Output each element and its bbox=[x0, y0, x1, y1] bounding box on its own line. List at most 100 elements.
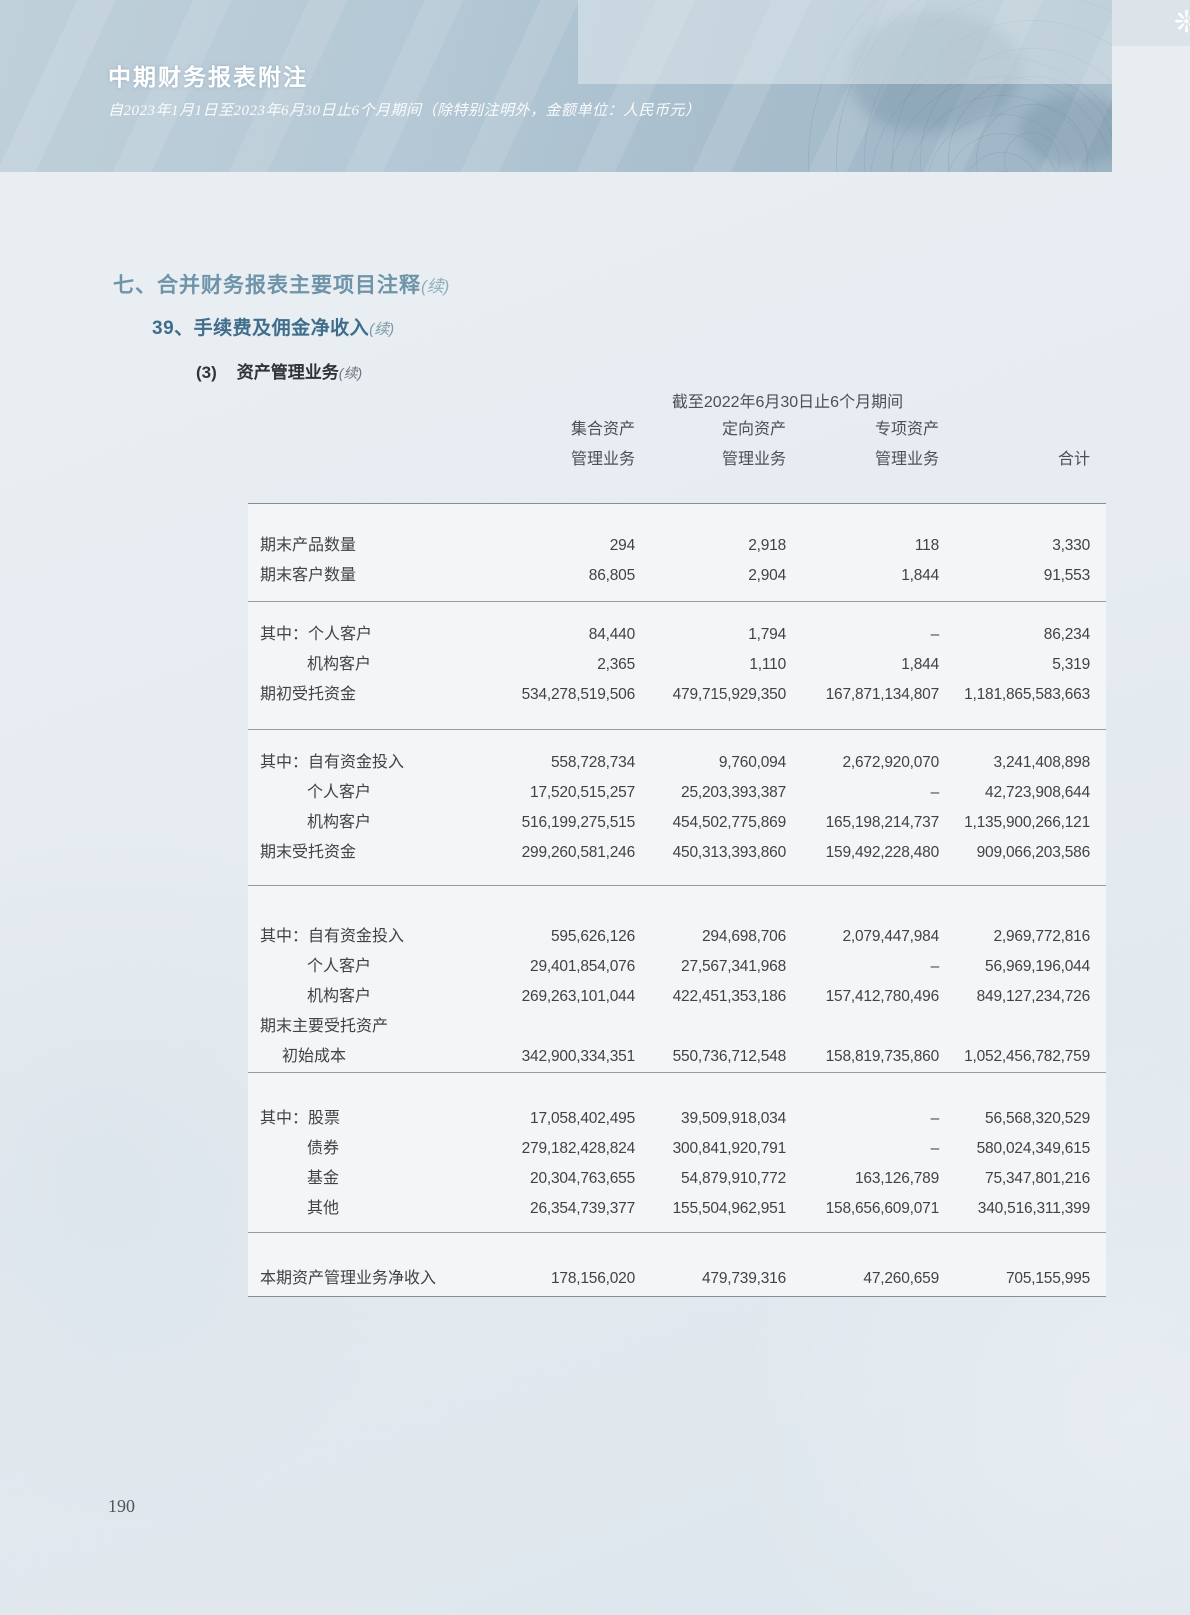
table-column-headers-line2: 管理业务 管理业务 管理业务 合计 bbox=[248, 445, 1106, 475]
row-value: 9,760,094 bbox=[718, 754, 786, 771]
row-value: 84,440 bbox=[588, 626, 635, 643]
row-value: 1,135,900,266,121 bbox=[964, 814, 1090, 831]
row-value: – bbox=[930, 1140, 940, 1157]
section-heading-continued: (续) bbox=[421, 277, 450, 296]
row-value: 56,568,320,529 bbox=[985, 1110, 1090, 1127]
row-value: – bbox=[930, 626, 940, 643]
banner-side-strip: ❊ bbox=[1112, 0, 1190, 172]
row-value: 422,451,353,186 bbox=[672, 988, 787, 1005]
row-value: 39,509,918,034 bbox=[681, 1110, 786, 1127]
row-value: 29,401,854,076 bbox=[530, 958, 635, 975]
note-heading-continued: (续) bbox=[369, 321, 395, 338]
row-value: 1,794 bbox=[748, 626, 786, 643]
row-value: 342,900,334,351 bbox=[521, 1048, 636, 1065]
row-value: 165,198,214,737 bbox=[825, 814, 940, 831]
table-row: 基金 20,304,763,655 54,879,910,772 163,126,78… bbox=[248, 1164, 1106, 1194]
table-row: 其中：自有资金投入 595,626,126 294,698,706 2,079,447… bbox=[248, 922, 1106, 952]
row-value: 2,365 bbox=[597, 656, 635, 673]
row-value: 534,278,519,506 bbox=[521, 686, 636, 703]
row-value: 1,844 bbox=[901, 567, 939, 584]
column-header bbox=[939, 415, 1090, 445]
banner-side-strip-top bbox=[1112, 0, 1190, 46]
row-label: 个人客户 bbox=[307, 784, 372, 801]
table-group: 其中：个人客户 84,440 1,794 – 86,234 机构客户 2,365 1,110 1… bbox=[248, 601, 1106, 729]
row-value: 300,841,920,791 bbox=[672, 1140, 787, 1157]
row-value: 2,969,772,816 bbox=[993, 928, 1090, 945]
section-heading-text: 七、合并财务报表主要项目注释 bbox=[113, 274, 421, 297]
table-row: 机构客户 2,365 1,110 1,844 5,319 bbox=[248, 650, 1106, 680]
table-row: 个人客户 17,520,515,257 25,203,393,387 – 42,723,… bbox=[248, 778, 1106, 808]
page-banner: 中期财务报表附注 自2023年1月1日至2023年6月30日止6个月期间（除特别… bbox=[0, 0, 1112, 172]
banner-light-strip bbox=[578, 0, 1112, 84]
row-value: 56,969,196,044 bbox=[985, 958, 1090, 975]
column-header: 合计 bbox=[1057, 451, 1090, 468]
row-value: 178,156,020 bbox=[551, 1270, 635, 1287]
row-label: 期末产品数量 bbox=[260, 537, 357, 554]
column-header: 集合资产 bbox=[570, 421, 635, 438]
table-row: 期末产品数量 294 2,918 118 3,330 bbox=[248, 531, 1106, 561]
row-value: 17,520,515,257 bbox=[530, 784, 635, 801]
row-label: 其中：股票 bbox=[260, 1110, 341, 1127]
row-value: 75,347,801,216 bbox=[985, 1170, 1090, 1187]
row-label: 期末客户数量 bbox=[260, 567, 357, 584]
report-subtitle: 自2023年1月1日至2023年6月30日止6个月期间（除特别注明外，金额单位：… bbox=[108, 103, 701, 119]
table-row: 其中：个人客户 84,440 1,794 – 86,234 bbox=[248, 620, 1106, 650]
row-value: 595,626,126 bbox=[551, 928, 635, 945]
row-value: 1,110 bbox=[749, 656, 786, 673]
row-value: 3,241,408,898 bbox=[993, 754, 1090, 771]
row-value: 558,728,734 bbox=[551, 754, 635, 771]
row-value: 2,079,447,984 bbox=[842, 928, 939, 945]
row-value: 516,199,275,515 bbox=[521, 814, 636, 831]
row-value: 118 bbox=[914, 537, 939, 554]
row-value: 27,567,341,968 bbox=[681, 958, 786, 975]
row-value: 269,263,101,044 bbox=[521, 988, 636, 1005]
row-label: 债券 bbox=[307, 1140, 340, 1157]
table-row: 期末主要受托资产 bbox=[248, 1012, 1106, 1042]
column-header: 管理业务 bbox=[874, 451, 939, 468]
subsection-heading: (3) 资产管理业务(续) bbox=[196, 358, 362, 383]
column-header: 专项资产 bbox=[874, 421, 939, 438]
row-value: 158,819,735,860 bbox=[825, 1048, 940, 1065]
table-group: 期末产品数量 294 2,918 118 3,330 期末客户数量 86,805 2,904 1… bbox=[248, 504, 1106, 601]
table-row: 本期资产管理业务净收入 178,156,020 479,739,316 47,260,… bbox=[248, 1264, 1106, 1294]
report-title: 中期财务报表附注 bbox=[108, 65, 308, 90]
page-number: 190 bbox=[108, 1496, 135, 1516]
row-label: 其中：自有资金投入 bbox=[260, 928, 405, 945]
row-value: – bbox=[930, 784, 940, 801]
column-header: 管理业务 bbox=[570, 451, 635, 468]
subsection-heading-continued: (续) bbox=[338, 365, 363, 381]
row-value: 26,354,739,377 bbox=[530, 1200, 635, 1217]
row-value: 20,304,763,655 bbox=[530, 1170, 635, 1187]
row-label: 基金 bbox=[307, 1170, 340, 1187]
row-value: 279,182,428,824 bbox=[521, 1140, 636, 1157]
note-heading: 39、手续费及佣金净收入(续) bbox=[152, 313, 394, 340]
column-header: 定向资产 bbox=[721, 421, 786, 438]
row-value: 479,739,316 bbox=[702, 1270, 786, 1287]
flower-decoration-icon: ❊ bbox=[1173, 6, 1190, 39]
row-value: 54,879,910,772 bbox=[681, 1170, 786, 1187]
row-value: – bbox=[930, 958, 940, 975]
table-row: 期末受托资金 299,260,581,246 450,313,393,860 159,… bbox=[248, 838, 1106, 868]
row-label: 其他 bbox=[307, 1200, 340, 1217]
note-heading-text: 39、手续费及佣金净收入 bbox=[152, 318, 370, 339]
table-row: 期初受托资金 534,278,519,506 479,715,929,350 167,… bbox=[248, 680, 1106, 710]
table-group: 其中：自有资金投入 595,626,126 294,698,706 2,079,447… bbox=[248, 885, 1106, 1072]
row-value: 294 bbox=[609, 537, 635, 554]
row-value: – bbox=[930, 1110, 940, 1127]
row-value: 5,319 bbox=[1052, 656, 1090, 673]
table-row: 机构客户 516,199,275,515 454,502,775,869 165,19… bbox=[248, 808, 1106, 838]
table-row: 其中：股票 17,058,402,495 39,509,918,034 – 56,568… bbox=[248, 1104, 1106, 1134]
row-value: 25,203,393,387 bbox=[681, 784, 786, 801]
row-value: 91,553 bbox=[1043, 567, 1090, 584]
row-label: 本期资产管理业务净收入 bbox=[260, 1270, 437, 1287]
banner-map-landmass bbox=[850, 12, 1020, 132]
table-row: 期末客户数量 86,805 2,904 1,844 91,553 bbox=[248, 561, 1106, 591]
column-header: 管理业务 bbox=[721, 451, 786, 468]
row-value: 47,260,659 bbox=[863, 1270, 939, 1287]
banner-globe-rings bbox=[802, 0, 1112, 172]
row-value: 479,715,929,350 bbox=[672, 686, 787, 703]
row-value: 86,805 bbox=[588, 567, 635, 584]
table-column-headers-line1: 集合资产 定向资产 专项资产 bbox=[248, 415, 1106, 445]
row-value: 163,126,789 bbox=[855, 1170, 939, 1187]
row-value: 454,502,775,869 bbox=[672, 814, 787, 831]
